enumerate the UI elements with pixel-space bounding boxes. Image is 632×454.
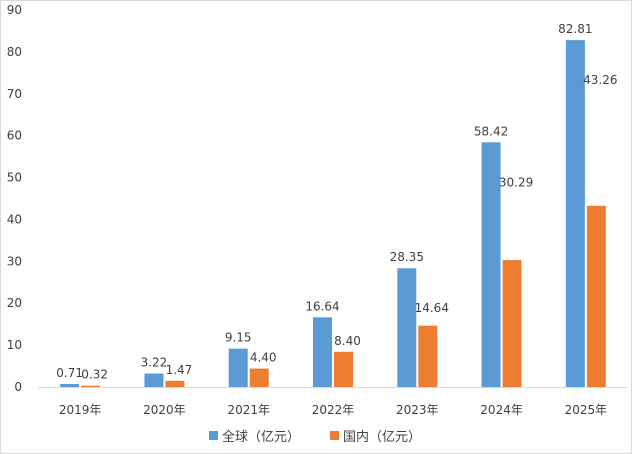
bar-domestic-2024年 — [502, 260, 522, 387]
legend: 全球（亿元） 国内（亿元） — [209, 429, 421, 445]
x-axis: 2019年 2020年 2021年 2022年 2023年 2024年 2025年 — [38, 387, 628, 417]
data-label-global: 9.15 — [225, 331, 252, 345]
x-tick-label: 2021年 — [227, 403, 270, 417]
data-label-global: 0.71 — [56, 366, 83, 380]
data-labels: 0.710.32 3.221.47 9.15 4.40 16.64 8.40 28.35 14… — [56, 22, 617, 382]
bar-domestic-2022年 — [334, 351, 353, 387]
bar-domestic-2020年 — [165, 380, 185, 387]
y-tick-label: 10 — [7, 338, 22, 352]
y-tick-label: 80 — [7, 45, 22, 59]
data-label-global: 28.35 — [390, 250, 424, 264]
y-tick-label: 0 — [14, 380, 22, 394]
bar-global-2021年 — [228, 348, 248, 387]
bar-global-2020年 — [144, 373, 164, 387]
bars — [60, 40, 606, 388]
data-label-global: 3.22 — [141, 356, 168, 370]
data-label-domestic: 1.47 — [166, 363, 193, 377]
y-tick-label: 40 — [7, 212, 22, 226]
data-label-domestic: 4.40 — [250, 351, 277, 365]
bar-domestic-2021年 — [249, 368, 269, 387]
legend-label-global: 全球（亿元） — [222, 429, 300, 445]
x-tick-label: 2020年 — [143, 403, 186, 417]
bar-domestic-2025年 — [586, 205, 606, 387]
bar-domestic-2019年 — [81, 385, 101, 387]
data-label-global: 82.81 — [558, 22, 592, 36]
data-label-domestic: 0.32 — [81, 368, 108, 382]
x-tick-label: 2023年 — [396, 403, 439, 417]
legend-label-domestic: 国内（亿元） — [343, 429, 421, 445]
bar-global-2023年 — [397, 268, 417, 387]
bar-global-2019年 — [60, 384, 80, 387]
y-tick-label: 30 — [7, 254, 22, 268]
x-tick-label: 2019年 — [59, 403, 102, 417]
data-label-global: 16.64 — [305, 299, 339, 313]
y-tick-label: 50 — [7, 171, 22, 185]
y-tick-label: 20 — [7, 296, 22, 310]
x-tick-label: 2025年 — [565, 403, 608, 417]
y-axis: 0 10 20 30 40 50 60 70 80 90 — [7, 3, 22, 394]
legend-swatch-global — [209, 431, 218, 440]
bar-domestic-2023年 — [418, 325, 438, 387]
data-label-domestic: 30.29 — [499, 175, 533, 189]
y-tick-label: 60 — [7, 129, 22, 143]
data-label-domestic: 14.64 — [415, 301, 449, 315]
bar-global-2022年 — [313, 317, 332, 387]
x-tick-label: 2024年 — [480, 403, 523, 417]
legend-swatch-domestic — [330, 431, 339, 440]
bar-global-2024年 — [481, 142, 501, 387]
x-tick-label: 2022年 — [312, 403, 355, 417]
y-tick-label: 70 — [7, 87, 22, 101]
data-label-domestic: 8.40 — [334, 334, 361, 348]
bar-global-2025年 — [565, 40, 585, 388]
data-label-domestic: 43.26 — [583, 73, 617, 87]
y-tick-label: 90 — [7, 3, 22, 17]
data-label-global: 58.42 — [474, 124, 508, 138]
